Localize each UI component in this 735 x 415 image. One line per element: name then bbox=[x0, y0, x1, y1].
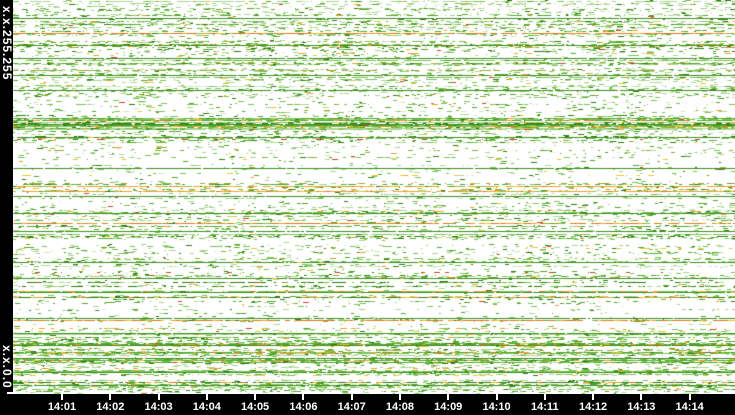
y-axis-bar bbox=[0, 0, 13, 415]
x-tick-label: 14:03 bbox=[144, 401, 173, 413]
x-tick-mark bbox=[688, 394, 691, 400]
x-tick-mark bbox=[447, 394, 450, 400]
x-tick-mark bbox=[61, 394, 63, 400]
x-tick-mark bbox=[640, 394, 643, 400]
x-tick-label: 14:05 bbox=[241, 401, 270, 413]
x-tick-mark bbox=[592, 394, 595, 400]
x-tick-mark bbox=[109, 394, 112, 400]
x-tick-label: 14:09 bbox=[434, 401, 463, 413]
x-tick-label: 14:06 bbox=[289, 401, 318, 413]
y-axis-label-top: x.x.255.255 bbox=[0, 6, 14, 81]
x-tick-label: 14:08 bbox=[385, 401, 415, 413]
x-tick-label: 14:04 bbox=[192, 401, 221, 413]
x-tick-label: 14:11 bbox=[531, 401, 559, 413]
x-tick-label: 14:13 bbox=[627, 401, 656, 413]
x-axis-bar bbox=[0, 394, 735, 415]
y-axis-label-bottom: x.x.0.0 bbox=[0, 345, 14, 389]
x-tick-label: 14:02 bbox=[96, 401, 125, 413]
x-tick-mark bbox=[398, 394, 401, 400]
x-tick-label: 14:10 bbox=[482, 401, 511, 413]
x-tick-mark bbox=[157, 394, 160, 400]
x-tick-mark bbox=[302, 394, 305, 400]
x-tick-mark bbox=[350, 394, 353, 400]
x-tick-label: 14:01 bbox=[47, 401, 77, 413]
x-tick-label: 14:07 bbox=[337, 401, 366, 413]
x-tick-mark bbox=[254, 394, 257, 400]
x-tick-label: 14:14 bbox=[675, 401, 704, 413]
y-axis-tick-bottom bbox=[7, 392, 13, 394]
x-tick-mark bbox=[495, 394, 498, 400]
x-tick-mark bbox=[543, 394, 546, 400]
x-tick-mark bbox=[205, 394, 208, 400]
x-tick-label: 14:12 bbox=[579, 401, 608, 413]
